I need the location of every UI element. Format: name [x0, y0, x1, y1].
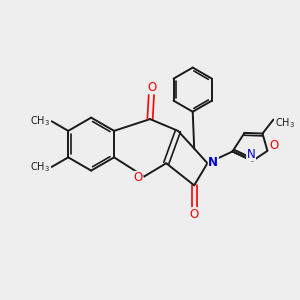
Text: O: O: [147, 81, 156, 94]
Text: O: O: [269, 139, 278, 152]
Text: N: N: [208, 156, 218, 169]
Text: CH$_3$: CH$_3$: [275, 116, 295, 130]
Text: O: O: [134, 172, 143, 184]
Text: CH$_3$: CH$_3$: [30, 114, 50, 128]
Text: O: O: [190, 208, 199, 221]
Text: CH$_3$: CH$_3$: [30, 160, 50, 174]
Text: N: N: [247, 148, 255, 161]
